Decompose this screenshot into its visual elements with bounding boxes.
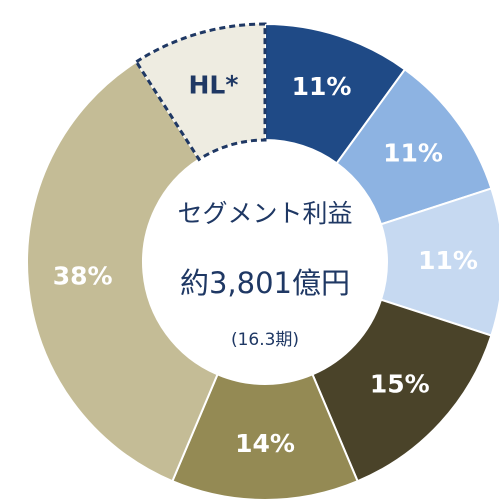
value-label: 14% xyxy=(235,429,295,458)
segment xyxy=(134,22,267,162)
center-note: (16.3期) xyxy=(231,330,299,350)
value-label: HL* xyxy=(188,70,238,99)
value-label: 38% xyxy=(53,262,113,291)
segments xyxy=(26,22,499,501)
value-label: 11% xyxy=(418,246,478,275)
segment xyxy=(26,60,219,483)
value-label: 11% xyxy=(383,138,443,167)
value-label: 15% xyxy=(370,370,430,399)
center-value: 約3,801億円 xyxy=(180,266,350,300)
value-label: 11% xyxy=(292,72,352,101)
center-title: セグメント利益 xyxy=(177,199,352,228)
